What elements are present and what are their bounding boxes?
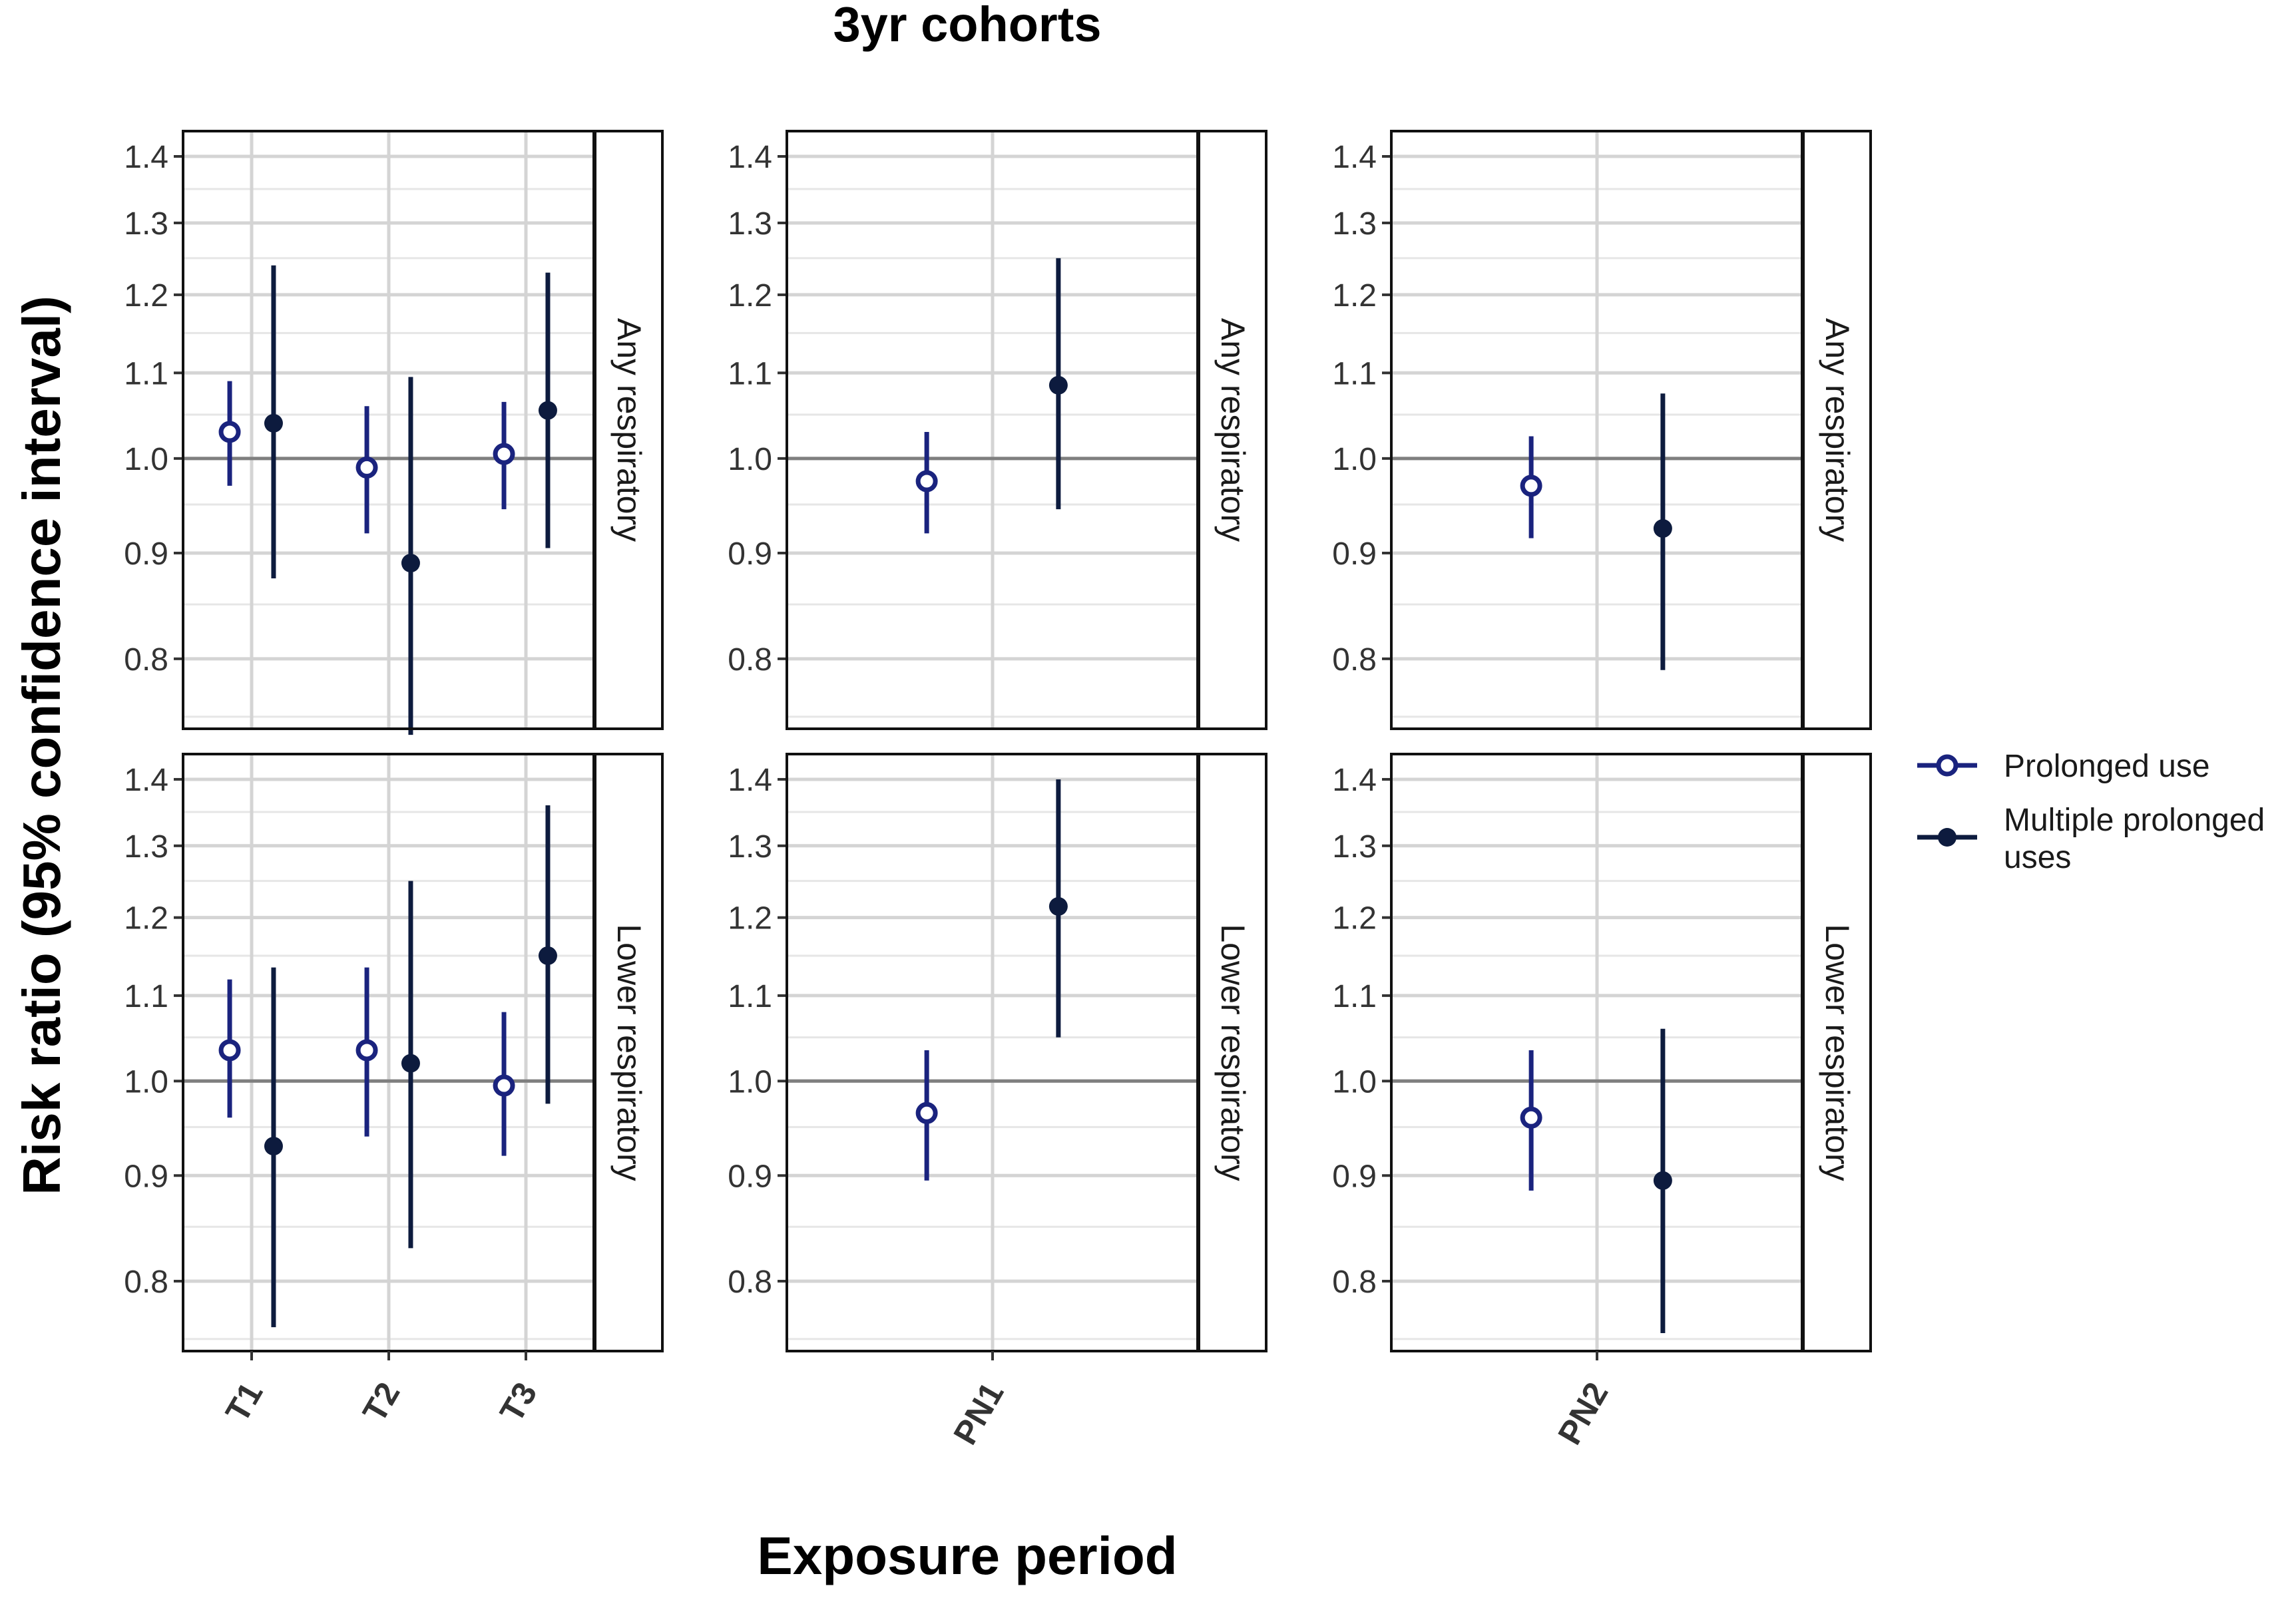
panel-3: 0.8 0.9 1.0 1.1 1.2 1.3 1.4 Lower respiratory T1… bbox=[124, 753, 664, 1429]
legend: Prolonged use Multiple prolonged uses bbox=[1917, 749, 2265, 875]
y-tick-label: 1.1 bbox=[124, 979, 168, 1014]
y-tick-label: 0.9 bbox=[1332, 536, 1377, 572]
y-tick-label: 0.8 bbox=[124, 1265, 168, 1300]
y-tick-label: 1.3 bbox=[124, 206, 168, 242]
y-tick-label: 1.3 bbox=[728, 829, 772, 865]
facet-strip-label: Any respiratory bbox=[1819, 318, 1856, 542]
y-tick-label: 1.4 bbox=[1332, 763, 1377, 798]
point-prolonged-use bbox=[355, 1039, 378, 1062]
y-tick-label: 1.1 bbox=[1332, 979, 1377, 1014]
y-tick-label: 1.2 bbox=[124, 901, 168, 936]
point-multiple-prolonged-uses bbox=[1048, 375, 1068, 395]
y-tick-label: 1.3 bbox=[728, 206, 772, 242]
chart-title: 3yr cohorts bbox=[833, 0, 1101, 52]
y-tick-label: 0.8 bbox=[728, 1265, 772, 1300]
panel-5: 0.8 0.9 1.0 1.1 1.2 1.3 1.4 Lower respiratory PN… bbox=[1332, 753, 1872, 1451]
y-tick-label: 0.8 bbox=[1332, 1265, 1377, 1300]
y-tick-label: 1.4 bbox=[728, 763, 772, 798]
x-tick-label: T3 bbox=[493, 1376, 545, 1429]
x-tick-label: PN2 bbox=[1550, 1376, 1615, 1451]
point-multiple-prolonged-uses bbox=[401, 1054, 420, 1073]
y-tick-label: 1.1 bbox=[1332, 356, 1377, 391]
y-tick-label: 1.1 bbox=[728, 979, 772, 1014]
x-axis-title: Exposure period bbox=[757, 1526, 1177, 1585]
y-tick-label: 1.2 bbox=[728, 901, 772, 936]
y-tick-label: 0.9 bbox=[124, 1159, 168, 1194]
facet-strip-label: Lower respiratory bbox=[1819, 924, 1856, 1181]
facet-strip-label: Lower respiratory bbox=[610, 924, 648, 1181]
y-tick-label: 0.8 bbox=[1332, 642, 1377, 678]
y-tick-label: 1.4 bbox=[124, 763, 168, 798]
point-prolonged-use bbox=[218, 421, 241, 443]
point-prolonged-use bbox=[1520, 1106, 1542, 1129]
y-tick-label: 0.9 bbox=[1332, 1159, 1377, 1194]
point-multiple-prolonged-uses bbox=[1653, 1171, 1672, 1190]
y-tick-label: 1.0 bbox=[124, 442, 168, 477]
facet-strip bbox=[1801, 130, 1872, 730]
x-tick-label: T1 bbox=[218, 1376, 270, 1429]
point-prolonged-use bbox=[218, 1039, 241, 1062]
facet-strip-label: Any respiratory bbox=[610, 318, 648, 542]
point-multiple-prolonged-uses bbox=[538, 401, 557, 420]
y-tick-label: 1.1 bbox=[124, 356, 168, 391]
y-tick-label: 1.2 bbox=[124, 278, 168, 313]
point-prolonged-use bbox=[915, 470, 938, 493]
y-tick-label: 1.0 bbox=[124, 1064, 168, 1099]
facet-strip bbox=[1801, 753, 1872, 1352]
y-tick-label: 0.9 bbox=[728, 1159, 772, 1194]
facet-strip-label: Any respiratory bbox=[1214, 318, 1252, 542]
facet-strip bbox=[1197, 130, 1267, 730]
legend-label-prolonged: Prolonged use bbox=[2004, 749, 2210, 784]
legend-key-prolonged bbox=[1936, 754, 1958, 777]
facet-strip bbox=[1197, 753, 1267, 1352]
x-tick-label: T2 bbox=[355, 1376, 407, 1429]
panel-0: 0.8 0.9 1.0 1.1 1.2 1.3 1.4 Any respiratory bbox=[124, 130, 664, 735]
facet-strip-label: Lower respiratory bbox=[1214, 924, 1252, 1181]
legend-label-multiple: Multiple prolonged uses bbox=[2004, 803, 2265, 875]
y-tick-label: 1.0 bbox=[728, 1064, 772, 1099]
panel-4: 0.8 0.9 1.0 1.1 1.2 1.3 1.4 Lower respiratory PN… bbox=[728, 753, 1267, 1451]
y-tick-label: 1.0 bbox=[1332, 1064, 1377, 1099]
y-tick-label: 1.3 bbox=[1332, 206, 1377, 242]
y-tick-label: 0.9 bbox=[124, 536, 168, 572]
y-tick-label: 1.3 bbox=[1332, 829, 1377, 865]
y-tick-label: 1.0 bbox=[1332, 442, 1377, 477]
point-prolonged-use bbox=[493, 443, 515, 465]
point-multiple-prolonged-uses bbox=[401, 554, 420, 573]
y-axis-title: Risk ratio (95% confidence interval) bbox=[12, 296, 71, 1195]
point-multiple-prolonged-uses bbox=[264, 413, 283, 433]
point-multiple-prolonged-uses bbox=[538, 946, 557, 965]
y-tick-label: 1.4 bbox=[728, 140, 772, 175]
y-tick-label: 0.8 bbox=[728, 642, 772, 678]
x-tick-label: PN1 bbox=[946, 1376, 1011, 1451]
panel-1: 0.8 0.9 1.0 1.1 1.2 1.3 1.4 Any respiratory bbox=[728, 130, 1267, 730]
point-multiple-prolonged-uses bbox=[264, 1137, 283, 1156]
facet-strip bbox=[593, 130, 664, 730]
y-tick-label: 0.9 bbox=[728, 536, 772, 572]
point-multiple-prolonged-uses bbox=[1048, 897, 1068, 916]
y-tick-label: 1.4 bbox=[124, 140, 168, 175]
y-tick-label: 1.2 bbox=[1332, 901, 1377, 936]
legend-key-multiple bbox=[1938, 828, 1956, 847]
y-tick-label: 1.2 bbox=[728, 278, 772, 313]
facet-strip bbox=[593, 753, 664, 1352]
point-multiple-prolonged-uses bbox=[1653, 519, 1672, 538]
y-tick-label: 1.1 bbox=[728, 356, 772, 391]
y-tick-label: 1.4 bbox=[1332, 140, 1377, 175]
y-tick-label: 1.3 bbox=[124, 829, 168, 865]
y-tick-label: 0.8 bbox=[124, 642, 168, 678]
y-tick-label: 1.0 bbox=[728, 442, 772, 477]
point-prolonged-use bbox=[493, 1074, 515, 1097]
panel-2: 0.8 0.9 1.0 1.1 1.2 1.3 1.4 Any respiratory bbox=[1332, 130, 1872, 730]
point-prolonged-use bbox=[1520, 475, 1542, 497]
y-tick-label: 1.2 bbox=[1332, 278, 1377, 313]
point-prolonged-use bbox=[915, 1101, 938, 1124]
point-prolonged-use bbox=[355, 456, 378, 479]
